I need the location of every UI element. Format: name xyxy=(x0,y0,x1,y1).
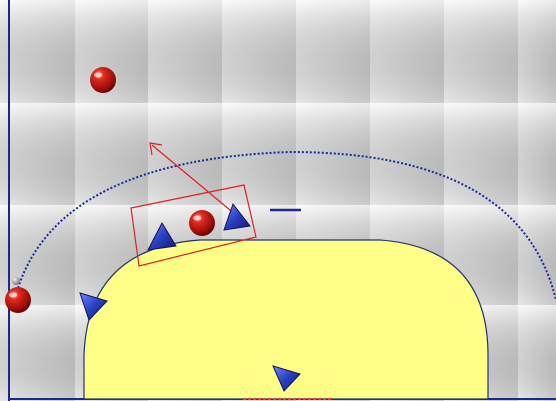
background-tile-shade xyxy=(444,103,518,205)
red-sphere-icon xyxy=(5,287,31,313)
background-tile-shade xyxy=(222,0,296,103)
red-sphere-icon xyxy=(189,210,215,236)
blue-player-2[interactable] xyxy=(223,202,251,231)
blue-triangle-icon xyxy=(147,221,177,251)
selection-box[interactable] xyxy=(130,184,257,267)
background-tile-shade xyxy=(148,103,222,205)
blue-player-4[interactable] xyxy=(272,365,301,392)
trajectory-arc xyxy=(17,150,556,301)
red-player-1[interactable] xyxy=(90,67,116,93)
background-tile-shade xyxy=(0,103,75,205)
background-tile-shade xyxy=(0,0,75,103)
background-tile-shade xyxy=(518,0,556,103)
background-tile-shade xyxy=(370,103,444,205)
background-tile-shade xyxy=(0,305,75,401)
background-tile-shade xyxy=(296,0,370,103)
red-player-2[interactable] xyxy=(189,210,215,236)
background-tile-shade xyxy=(148,0,222,103)
blue-triangle-icon xyxy=(79,292,108,321)
blue-triangle-icon xyxy=(223,202,251,231)
background-tile-shade xyxy=(518,103,556,205)
blue-player-3[interactable] xyxy=(79,292,108,321)
blue-player-1[interactable] xyxy=(147,221,177,251)
background-tile-shade xyxy=(75,103,148,205)
background-tile-shade xyxy=(518,205,556,305)
background-tile-shade xyxy=(370,0,444,103)
red-player-3[interactable] xyxy=(5,287,31,313)
background-tile-shade xyxy=(518,305,556,401)
aim-arrow-icon[interactable] xyxy=(149,142,237,216)
ball-icon[interactable] xyxy=(12,277,20,285)
background-tile-shade xyxy=(296,103,370,205)
red-sphere-icon xyxy=(90,67,116,93)
blue-triangle-icon xyxy=(272,365,301,392)
background-tile-shade xyxy=(444,0,518,103)
